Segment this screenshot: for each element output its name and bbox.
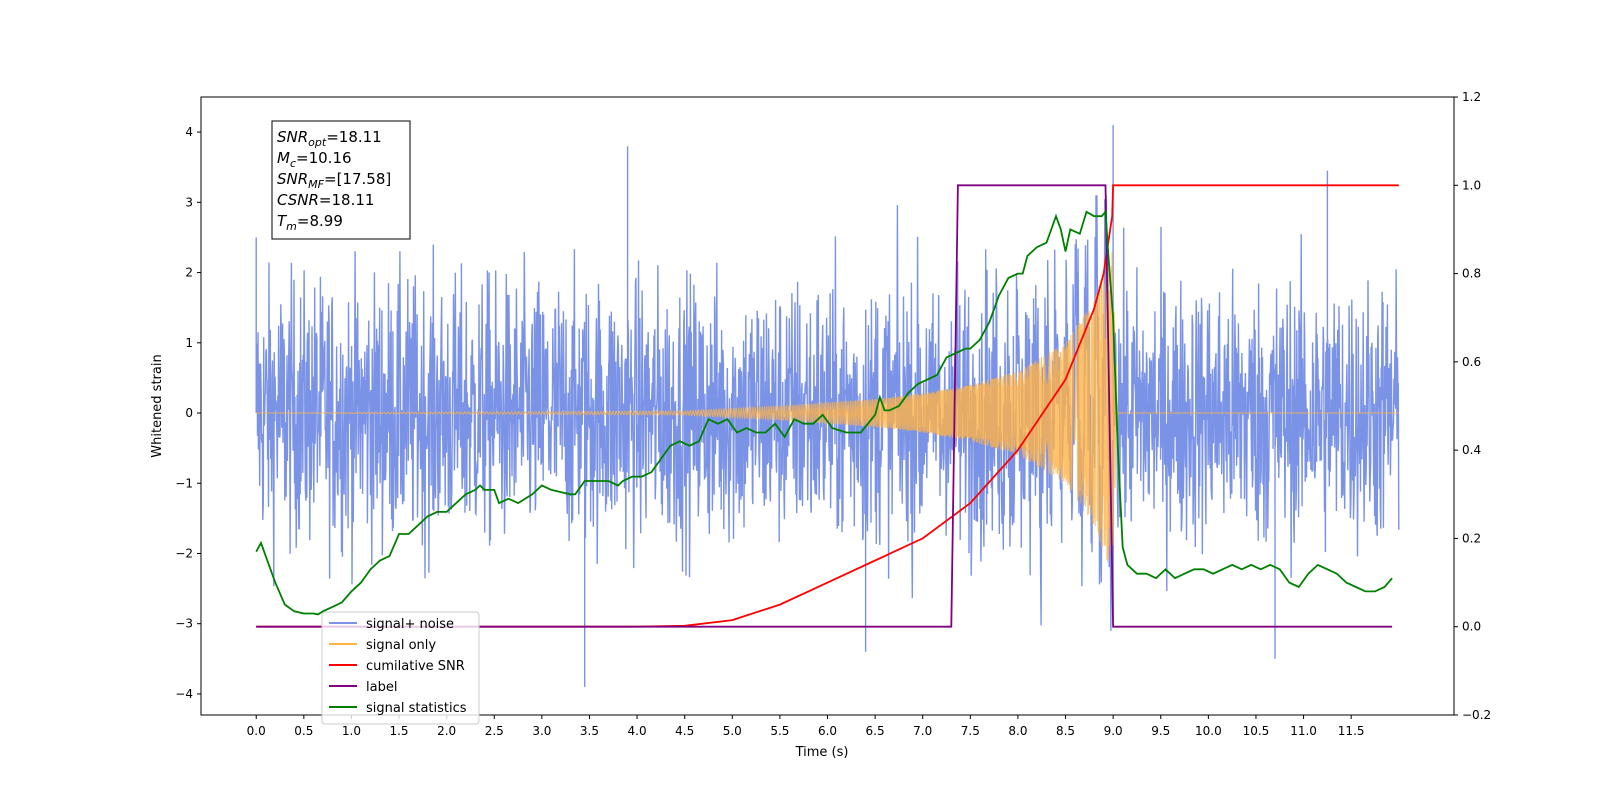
x-tick-label: 10.0 xyxy=(1195,724,1222,738)
x-tick-label: 11.0 xyxy=(1290,724,1317,738)
legend: signal+ noise signal only cumilative SNR la… xyxy=(321,611,480,725)
x-tick-label: 2.0 xyxy=(437,724,456,738)
plot-series xyxy=(255,125,1400,687)
x-tick-label: 6.0 xyxy=(818,724,837,738)
y2-tick-label: 1.0 xyxy=(1462,178,1481,192)
x-tick-label: 9.0 xyxy=(1104,724,1123,738)
legend-label: cumilative SNR xyxy=(366,659,465,674)
y2-tick-label: 0.4 xyxy=(1462,443,1481,457)
y-tick-label: 2 xyxy=(185,266,193,280)
legend-label: signal+ noise xyxy=(366,617,454,632)
x-tick-label: 3.0 xyxy=(532,724,551,738)
y2-tick-label: 0.0 xyxy=(1462,620,1481,634)
y2-tick-label: 0.8 xyxy=(1462,267,1481,281)
y2-tick-label: 0.2 xyxy=(1462,531,1481,545)
y-tick-label: −3 xyxy=(175,617,193,631)
y-tick-label: 3 xyxy=(185,195,193,209)
info-line: SNRMF=[17.58] xyxy=(277,170,391,191)
x-tick-label: 7.5 xyxy=(961,724,980,738)
y-tick-label: 4 xyxy=(185,125,193,139)
y-tick-label: −1 xyxy=(175,476,193,490)
y-axis-label: Whitened strain xyxy=(150,354,165,457)
info-box: SNRopt=18.11Mc=10.16SNRMF=[17.58]CSNR=18… xyxy=(271,120,411,240)
x-axis-ticks: 0.0 0.5 1.0 1.5 2.0 2.5 3.0 3.5 4.0 4.5 5.0 5.5 6.0 6… xyxy=(247,715,1365,738)
legend-label: signal only xyxy=(366,638,436,653)
y-tick-label: 1 xyxy=(185,336,193,350)
info-line: Tm=8.99 xyxy=(277,212,343,233)
x-tick-label: 6.5 xyxy=(866,724,885,738)
series-signal-only xyxy=(256,251,1399,567)
x-tick-label: 1.5 xyxy=(389,724,408,738)
legend-label: label xyxy=(366,680,397,695)
y-tick-label: −4 xyxy=(175,687,193,701)
y2-tick-label: 1.2 xyxy=(1462,90,1481,104)
x-tick-label: 0.0 xyxy=(247,724,266,738)
x-tick-label: 10.5 xyxy=(1243,724,1270,738)
y-axis-ticks: 4 3 2 1 0 −1 −2 −3 −4 xyxy=(175,125,201,701)
x-tick-label: 5.0 xyxy=(723,724,742,738)
x-axis-label: Time (s) xyxy=(795,745,849,760)
x-tick-label: 2.5 xyxy=(485,724,504,738)
x-tick-label: 9.5 xyxy=(1151,724,1170,738)
y-tick-label: 0 xyxy=(185,406,193,420)
x-tick-label: 11.5 xyxy=(1338,724,1365,738)
x-tick-label: 8.5 xyxy=(1056,724,1075,738)
legend-label: signal statistics xyxy=(366,701,467,716)
x-tick-label: 4.0 xyxy=(628,724,647,738)
x-tick-label: 4.5 xyxy=(675,724,694,738)
info-line: Mc=10.16 xyxy=(277,149,352,170)
y2-axis-ticks: 1.2 1.0 0.8 0.6 0.4 0.2 0.0 −0.2 xyxy=(1454,90,1491,722)
info-line: SNRopt=18.11 xyxy=(277,128,382,149)
x-tick-label: 8.0 xyxy=(1008,724,1027,738)
y2-tick-label: 0.6 xyxy=(1462,355,1481,369)
x-tick-label: 0.5 xyxy=(294,724,313,738)
x-tick-label: 5.5 xyxy=(770,724,789,738)
info-line: CSNR=18.11 xyxy=(277,191,374,209)
y2-tick-label: −0.2 xyxy=(1462,708,1491,722)
x-tick-label: 1.0 xyxy=(342,724,361,738)
series-label xyxy=(256,184,1393,628)
x-tick-label: 7.0 xyxy=(913,724,932,738)
series-signal-statistics xyxy=(255,209,1393,616)
x-tick-label: 3.5 xyxy=(580,724,599,738)
y-tick-label: −2 xyxy=(175,546,193,560)
